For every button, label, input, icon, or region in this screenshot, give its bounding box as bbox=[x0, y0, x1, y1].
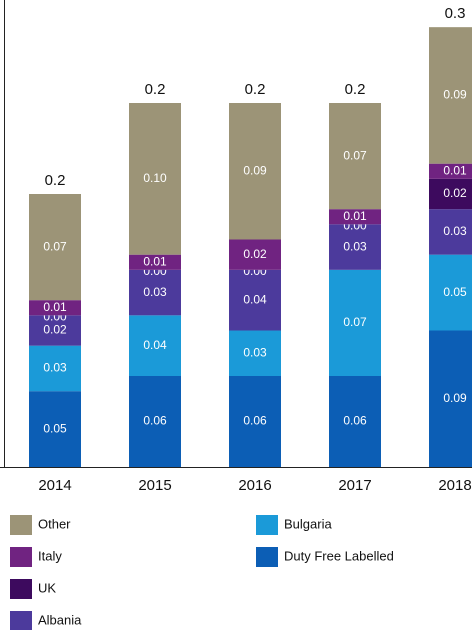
bar-segment bbox=[329, 103, 381, 210]
segment-label: 0.05 bbox=[43, 421, 67, 435]
segment-label: 0.02 bbox=[443, 186, 467, 200]
legend-swatch bbox=[10, 611, 32, 630]
legend-swatch bbox=[10, 579, 32, 599]
legend-label: Italy bbox=[38, 548, 62, 563]
segment-label: 0.03 bbox=[143, 285, 167, 299]
x-tick-label: 2014 bbox=[38, 477, 71, 494]
segment-label: 0.07 bbox=[343, 315, 367, 329]
segment-label: 0.07 bbox=[343, 148, 367, 162]
bar-segment bbox=[229, 239, 281, 270]
segment-label: 0.03 bbox=[443, 224, 467, 238]
bar-segment bbox=[29, 391, 81, 467]
segment-label: 0.05 bbox=[443, 285, 467, 299]
total-label: 0.3 bbox=[445, 5, 466, 22]
legend-swatch bbox=[256, 515, 278, 535]
bar-segment bbox=[329, 376, 381, 467]
bar-segment bbox=[29, 345, 81, 392]
bar-segment bbox=[29, 315, 81, 346]
bar-segment bbox=[129, 103, 181, 255]
bar-segment bbox=[429, 254, 472, 331]
segment-label: 0.01 bbox=[143, 254, 167, 268]
segment-label: 0.03 bbox=[343, 239, 367, 253]
segment-label: 0.10 bbox=[143, 171, 167, 185]
total-label: 0.2 bbox=[245, 81, 266, 98]
legend-swatch bbox=[10, 515, 32, 535]
legend-swatch bbox=[10, 547, 32, 567]
segment-label: 0.01 bbox=[343, 209, 367, 223]
total-label: 0.2 bbox=[345, 81, 366, 98]
legend-label: Bulgaria bbox=[284, 516, 332, 531]
segment-label: 0.04 bbox=[243, 292, 267, 306]
bar-segment bbox=[429, 163, 472, 179]
segment-label: 0.02 bbox=[243, 247, 267, 261]
segment-label: 0.01 bbox=[43, 300, 67, 314]
bar-segment bbox=[329, 269, 381, 376]
bar-segment bbox=[229, 269, 281, 331]
x-tick-label: 2017 bbox=[338, 477, 371, 494]
legend-label: Albania bbox=[38, 612, 82, 627]
segment-label: 0.06 bbox=[143, 414, 167, 428]
legend-label: Duty Free Labelled bbox=[284, 548, 394, 563]
segment-label: 0.06 bbox=[243, 414, 267, 428]
bar-segment bbox=[429, 178, 472, 210]
x-tick-label: 2015 bbox=[138, 477, 171, 494]
bar-segment bbox=[129, 269, 181, 316]
bar-segment bbox=[329, 209, 381, 225]
bar-segment bbox=[429, 209, 472, 255]
segment-label: 0.01 bbox=[443, 163, 467, 177]
segment-label: 0.09 bbox=[443, 88, 467, 102]
segment-label: 0.06 bbox=[343, 414, 367, 428]
x-tick-label: 2016 bbox=[238, 477, 271, 494]
bar-segment bbox=[129, 315, 181, 376]
segment-label: 0.07 bbox=[43, 239, 67, 253]
bar-segment bbox=[429, 27, 472, 164]
bar-segment bbox=[329, 224, 381, 270]
bar-segment bbox=[129, 254, 181, 270]
bar-segment bbox=[129, 376, 181, 467]
bar-segment bbox=[29, 300, 81, 316]
segment-label: 0.03 bbox=[243, 345, 267, 359]
segment-label: 0.09 bbox=[443, 391, 467, 405]
segment-label: 0.03 bbox=[43, 361, 67, 375]
bar-segment bbox=[29, 194, 81, 301]
total-label: 0.2 bbox=[45, 172, 66, 189]
legend-label: Other bbox=[38, 516, 71, 531]
segment-label: 0.02 bbox=[43, 323, 67, 337]
segment-label: 0.09 bbox=[243, 163, 267, 177]
segment-label: 0.04 bbox=[143, 338, 167, 352]
bar-segment bbox=[229, 330, 281, 376]
bar-segment bbox=[429, 330, 472, 467]
x-tick-label: 2018 bbox=[438, 477, 471, 494]
bar-segment bbox=[229, 103, 281, 240]
legend-label: UK bbox=[38, 580, 56, 595]
legend-swatch bbox=[256, 547, 278, 567]
total-label: 0.2 bbox=[145, 81, 166, 98]
bar-segment bbox=[229, 376, 281, 467]
